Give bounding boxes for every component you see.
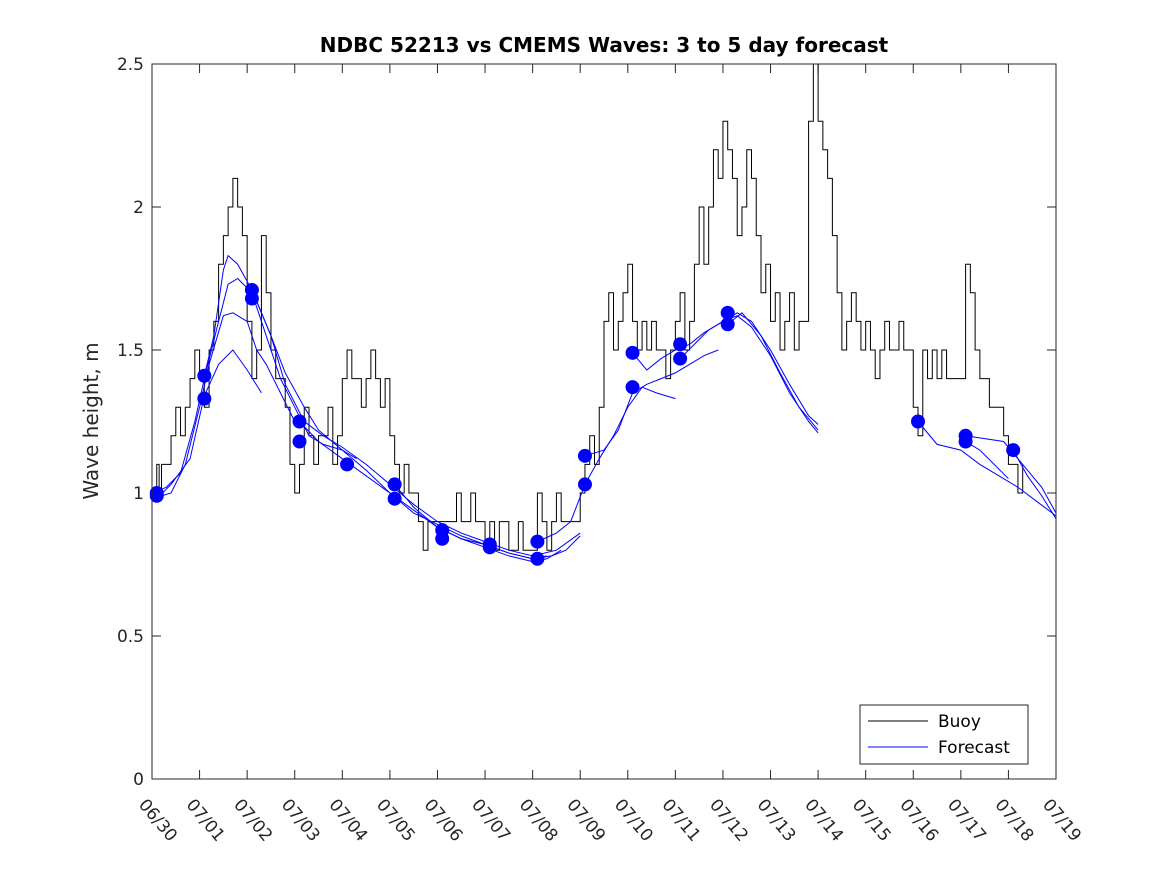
forecast-point: [149, 486, 164, 500]
x-tick-label: 07/12: [705, 795, 752, 845]
forecast-markers: [149, 282, 1021, 566]
x-tick-label: 07/01: [182, 795, 229, 845]
x-tick-label: 07/02: [229, 795, 276, 845]
forecast-point: [387, 491, 402, 506]
forecast-point: [530, 551, 545, 566]
forecast-point: [244, 291, 259, 306]
forecast-line: [727, 312, 819, 431]
buoy-series: [152, 63, 1024, 551]
chart-title: NDBC 52213 vs CMEMS Waves: 3 to 5 day fo…: [320, 33, 889, 57]
y-tick-label: 1: [133, 484, 144, 504]
y-tick-label: 1.5: [117, 341, 144, 361]
forecast-point: [577, 477, 592, 492]
y-tick-label: 2: [133, 198, 144, 218]
x-tick-label: 07/09: [562, 795, 609, 845]
x-tick-label: 07/04: [324, 795, 371, 845]
forecast-line: [965, 441, 1009, 480]
forecast-line: [917, 421, 1057, 517]
forecast-line: [1012, 449, 1057, 520]
x-tick-label: 07/07: [467, 795, 514, 845]
y-tick-label: 0.5: [117, 627, 144, 647]
forecast-line: [537, 386, 676, 543]
x-tick-label: 07/11: [658, 795, 705, 845]
forecast-point: [625, 345, 640, 360]
x-tick-label: 07/17: [943, 795, 990, 845]
forecast-point: [911, 414, 926, 429]
forecast-point: [958, 434, 973, 449]
forecast-line: [251, 289, 581, 557]
forecast-line: [632, 315, 819, 434]
x-tick-label: 07/08: [515, 795, 562, 845]
forecast-point: [435, 531, 450, 546]
forecast-point: [482, 540, 497, 555]
x-tick-label: 07/06: [420, 795, 467, 845]
forecast-point: [292, 434, 307, 449]
forecast-series: [151, 254, 1057, 563]
x-tick-labels: 06/30 07/01 07/02 07/03 07/04 07/05 07/06 07/07…: [134, 795, 1085, 845]
forecast-point: [197, 391, 212, 406]
y-tick-label: 2.5: [117, 55, 144, 75]
x-tick-label: 07/18: [991, 795, 1038, 845]
x-tick-label: 07/16: [895, 795, 942, 845]
legend-label-buoy: Buoy: [938, 712, 981, 732]
forecast-point: [387, 477, 402, 492]
forecast-line: [584, 349, 719, 457]
forecast-point: [1006, 443, 1021, 458]
forecast-point: [577, 448, 592, 463]
y-tick-labels: 0 0.5 1 1.5 2 2.5: [117, 55, 144, 790]
forecast-point: [530, 534, 545, 549]
forecast-line: [679, 312, 819, 425]
x-tick-label: 07/10: [610, 795, 657, 845]
plot-area-frame: [151, 63, 1057, 780]
forecast-point: [625, 380, 640, 395]
y-tick-label: 0: [133, 770, 144, 790]
legend: Buoy Forecast: [859, 704, 1029, 765]
x-tick-label: 07/19: [1038, 795, 1085, 845]
legend-box: [859, 704, 1029, 765]
x-tick-label: 07/13: [753, 795, 800, 845]
x-tick-label: 07/15: [848, 795, 895, 845]
y-axis-label: Wave height, m: [79, 342, 103, 499]
forecast-line: [156, 349, 262, 500]
legend-label-forecast: Forecast: [938, 738, 1010, 758]
forecast-point: [292, 414, 307, 429]
forecast-point: [673, 351, 688, 366]
x-tick-label: 07/05: [372, 795, 419, 845]
x-tick-label: 06/30: [134, 795, 181, 845]
forecast-line: [151, 277, 357, 494]
buoy-line: [152, 63, 1024, 551]
x-tick-label: 07/14: [800, 795, 847, 845]
x-tick-label: 07/03: [277, 795, 324, 845]
forecast-point: [197, 368, 212, 383]
forecast-point: [340, 457, 355, 472]
forecast-point: [673, 337, 688, 352]
forecast-point: [720, 317, 735, 332]
